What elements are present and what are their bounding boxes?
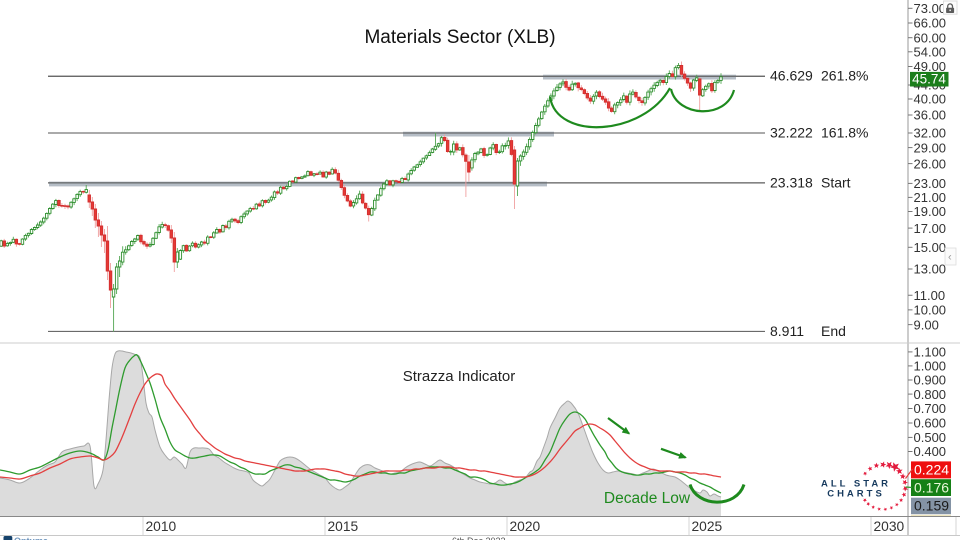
- svg-text:26.00: 26.00: [914, 156, 947, 171]
- svg-text:23.318: 23.318: [770, 174, 813, 190]
- svg-text:13.00: 13.00: [914, 262, 947, 277]
- svg-text:2025: 2025: [692, 519, 723, 534]
- svg-text:161.8%: 161.8%: [821, 125, 868, 141]
- svg-text:Strazza Indicator: Strazza Indicator: [403, 368, 516, 385]
- svg-text:60.00: 60.00: [914, 30, 947, 45]
- svg-text:CHARTS: CHARTS: [827, 489, 885, 500]
- svg-text:9.00: 9.00: [914, 317, 939, 332]
- svg-text:36.00: 36.00: [914, 108, 947, 123]
- svg-text:29.00: 29.00: [914, 140, 947, 155]
- svg-text:23.00: 23.00: [914, 176, 947, 191]
- svg-text:15.00: 15.00: [914, 240, 947, 255]
- svg-text:32.222: 32.222: [770, 125, 813, 141]
- svg-text:0.900: 0.900: [914, 373, 947, 388]
- svg-text:ALL STAR: ALL STAR: [821, 478, 891, 489]
- svg-text:0.400: 0.400: [914, 444, 947, 459]
- svg-text:2030: 2030: [874, 519, 905, 534]
- svg-text:261.8%: 261.8%: [821, 68, 868, 84]
- svg-text:1.100: 1.100: [914, 345, 947, 360]
- svg-text:2015: 2015: [328, 519, 359, 534]
- svg-text:0.600: 0.600: [914, 416, 947, 431]
- svg-text:0.176: 0.176: [914, 479, 949, 495]
- svg-text:6th Dec 2022: 6th Dec 2022: [452, 536, 506, 540]
- svg-text:21.00: 21.00: [914, 190, 947, 205]
- svg-text:8.911: 8.911: [770, 323, 804, 339]
- svg-text:0.700: 0.700: [914, 401, 947, 416]
- svg-text:8.00: 8.00: [914, 341, 939, 356]
- svg-text:2010: 2010: [146, 519, 177, 534]
- svg-text:0.800: 0.800: [914, 387, 947, 402]
- svg-text:17.00: 17.00: [914, 221, 947, 236]
- svg-text:0.224: 0.224: [914, 462, 949, 478]
- svg-text:66.00: 66.00: [914, 16, 947, 31]
- svg-text:10.00: 10.00: [914, 303, 947, 318]
- svg-text:19.00: 19.00: [914, 204, 947, 219]
- svg-text:1.000: 1.000: [914, 359, 947, 374]
- svg-text:Decade Low: Decade Low: [604, 490, 691, 507]
- svg-text:‹: ‹: [948, 252, 952, 264]
- svg-text:40.00: 40.00: [914, 92, 947, 107]
- svg-text:Optuma: Optuma: [14, 536, 49, 540]
- svg-text:Start: Start: [821, 174, 851, 190]
- svg-text:End: End: [821, 323, 846, 339]
- svg-text:11.00: 11.00: [914, 288, 946, 303]
- svg-text:46.629: 46.629: [770, 68, 813, 84]
- svg-text:2020: 2020: [510, 519, 541, 534]
- svg-text:32.00: 32.00: [914, 126, 947, 141]
- svg-text:0.159: 0.159: [914, 498, 949, 514]
- svg-text:49.00: 49.00: [914, 59, 947, 74]
- svg-text:0.500: 0.500: [914, 430, 947, 445]
- svg-text:54.00: 54.00: [914, 45, 947, 60]
- svg-text:45.74: 45.74: [912, 71, 946, 86]
- svg-text:Materials Sector (XLB): Materials Sector (XLB): [364, 27, 555, 48]
- svg-text:73.00: 73.00: [914, 1, 947, 16]
